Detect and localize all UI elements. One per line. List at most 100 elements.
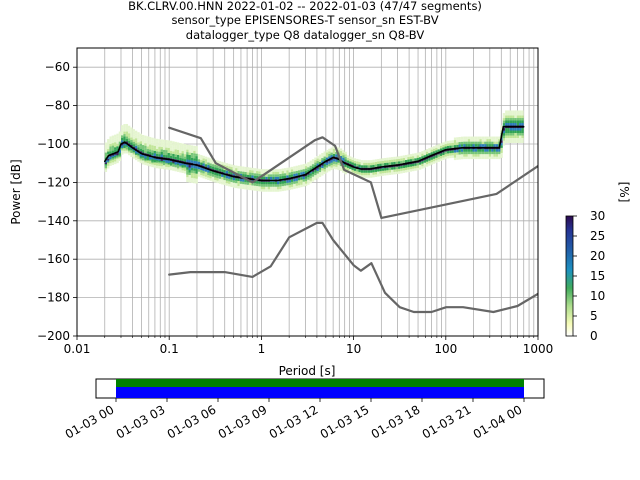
- density-cell: [374, 161, 378, 165]
- density-cell: [174, 166, 177, 169]
- density-cell: [400, 155, 403, 159]
- density-cell: [514, 117, 517, 121]
- density-cell: [456, 157, 459, 160]
- density-cell: [519, 117, 522, 121]
- density-cell: [137, 159, 140, 162]
- density-cell: [128, 148, 131, 152]
- density-cell: [339, 163, 343, 167]
- density-cell: [265, 186, 268, 190]
- density-cell: [176, 163, 180, 167]
- density-cell: [165, 147, 168, 151]
- density-cell: [141, 144, 145, 148]
- density-cell: [384, 167, 387, 171]
- density-cell: [502, 130, 506, 134]
- density-cell: [470, 139, 473, 142]
- density-cell: [337, 162, 340, 166]
- density-cell: [193, 170, 196, 174]
- density-cell: [130, 150, 133, 153]
- density-cell: [470, 149, 473, 152]
- density-cell: [109, 146, 112, 150]
- density-cell: [463, 141, 466, 145]
- density-cell: [502, 113, 506, 116]
- density-cell: [107, 156, 110, 160]
- density-cell: [251, 172, 254, 176]
- density-cell: [169, 162, 173, 165]
- density-cell: [458, 139, 461, 143]
- density-cell: [165, 140, 168, 143]
- density-cell: [158, 144, 161, 147]
- density-cell: [309, 165, 312, 169]
- density-cell: [481, 139, 485, 142]
- density-cell: [316, 173, 319, 177]
- density-cell: [169, 166, 173, 169]
- density-cell: [293, 181, 296, 184]
- density-cell: [474, 141, 478, 145]
- density-cell: [393, 166, 396, 170]
- density-cell: [265, 184, 268, 187]
- density-cell: [174, 154, 177, 157]
- density-cell: [111, 155, 115, 159]
- density-cell: [465, 151, 468, 155]
- density-cell: [460, 154, 464, 157]
- density-cell: [135, 153, 138, 157]
- density-cell: [356, 163, 359, 167]
- noise-model-low-line: [168, 221, 538, 314]
- density-cell: [118, 157, 122, 160]
- density-cell: [228, 166, 231, 169]
- density-cell: [446, 143, 450, 146]
- density-cell: [477, 154, 480, 157]
- density-cell: [188, 167, 191, 171]
- density-cell: [123, 148, 126, 151]
- density-cell: [221, 161, 224, 165]
- density-cell: [123, 142, 126, 146]
- density-cell: [107, 159, 110, 162]
- density-cell: [144, 159, 147, 163]
- density-cell: [507, 127, 510, 131]
- density-cell: [472, 151, 475, 155]
- density-cell: [207, 169, 210, 173]
- colorbar-tick-label: 30: [590, 209, 605, 223]
- density-cell: [144, 148, 147, 151]
- density-cell: [162, 144, 166, 148]
- density-cell: [300, 182, 303, 185]
- density-cell: [116, 148, 119, 152]
- density-cell: [502, 123, 506, 126]
- density-cell: [107, 160, 110, 164]
- density-cell: [311, 179, 315, 182]
- density-cell: [446, 153, 450, 156]
- density-cell: [477, 149, 480, 152]
- density-cell: [377, 171, 380, 175]
- density-cell: [135, 154, 138, 158]
- density-cell: [309, 160, 312, 164]
- density-cell: [481, 156, 485, 160]
- density-cell: [153, 159, 156, 163]
- density-cell: [207, 164, 210, 168]
- density-cell: [304, 178, 308, 182]
- density-cell: [276, 174, 280, 177]
- density-cell: [514, 122, 517, 126]
- density-cell: [121, 135, 124, 138]
- density-cell: [204, 169, 208, 172]
- density-cell: [467, 141, 471, 145]
- density-cell: [111, 161, 115, 164]
- density-cell: [335, 159, 338, 162]
- density-cell: [162, 162, 166, 166]
- density-cell: [488, 151, 492, 155]
- density-cell: [495, 141, 499, 145]
- density-cell: [130, 134, 133, 138]
- density-cell: [242, 181, 245, 185]
- density-cell: [330, 160, 333, 163]
- density-cell: [228, 176, 231, 179]
- density-cell: [293, 183, 296, 187]
- density-cell: [300, 184, 303, 188]
- density-cell: [302, 166, 305, 170]
- density-cell: [174, 156, 177, 160]
- density-cell: [104, 142, 108, 146]
- density-cell: [442, 154, 445, 158]
- density-cell: [148, 144, 152, 148]
- density-cell: [183, 166, 187, 170]
- probability-density-cells: [104, 110, 524, 192]
- density-cell: [172, 161, 175, 165]
- density-cell: [481, 149, 485, 152]
- density-cell: [519, 115, 522, 119]
